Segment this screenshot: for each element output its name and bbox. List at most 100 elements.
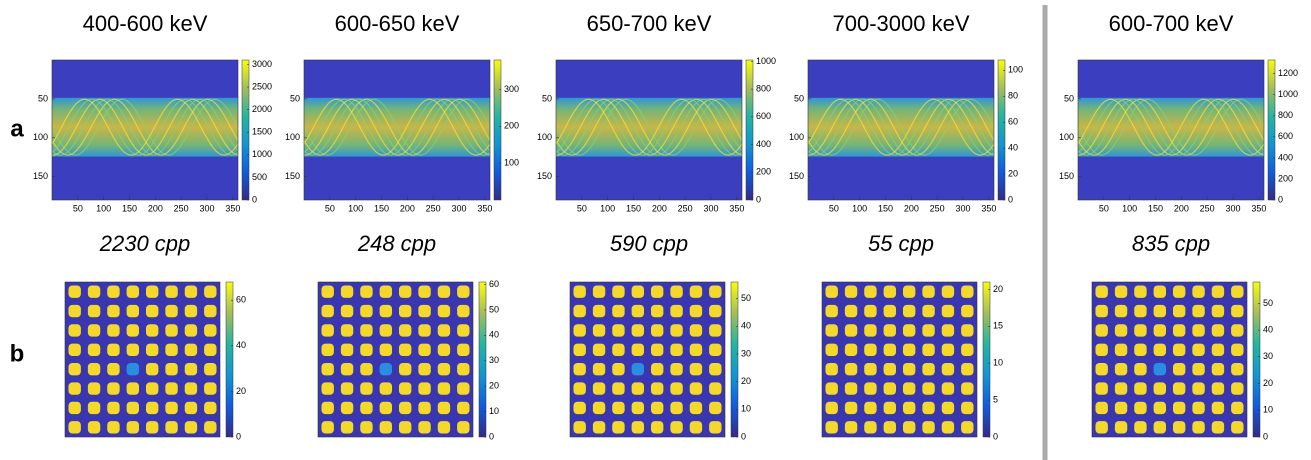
image-spot (340, 401, 354, 415)
image-spot (126, 382, 140, 395)
image-spot (902, 304, 916, 318)
colorbar-tick-label: 10 (1263, 405, 1273, 415)
x-tick-label: 50 (325, 203, 335, 213)
image-spot (107, 304, 120, 318)
image-spot (398, 401, 412, 415)
image-spot (107, 421, 120, 434)
image-spot (398, 285, 412, 298)
image-frame (569, 281, 726, 438)
x-tick-label: 250 (930, 203, 945, 213)
colorbar-tick-label: 200 (1278, 173, 1293, 183)
image-spot (321, 421, 334, 434)
colorbar-tick-label: 0 (993, 431, 998, 441)
image-spot (418, 382, 431, 395)
image-spot (689, 324, 703, 337)
image-spot (883, 401, 897, 415)
image-spot (612, 304, 625, 318)
colorbar-tick-label: 500 (252, 172, 267, 182)
sinogram-trace (1077, 98, 1265, 156)
image-spot (902, 382, 916, 395)
image-spot (631, 401, 645, 415)
image-spot (922, 324, 935, 337)
colorbar-tick-label: 1000 (1278, 89, 1298, 99)
image-spot (204, 382, 217, 395)
image-spot (418, 324, 431, 337)
image-spot (612, 324, 625, 337)
image-frame (317, 281, 474, 438)
image-spot (1231, 343, 1244, 357)
image-spot (340, 324, 354, 337)
sinogram-trace (555, 98, 743, 156)
image-spot (670, 421, 683, 434)
image-spot (1114, 421, 1128, 434)
image-spot (1153, 324, 1167, 337)
image-spot (418, 343, 431, 357)
image-spot (592, 362, 606, 376)
image-background (318, 282, 473, 437)
image-spot (1153, 285, 1167, 298)
image-spot (1231, 304, 1244, 318)
image-spot (864, 304, 877, 318)
image-spot (864, 382, 877, 395)
image-spot (107, 343, 120, 357)
image-spot (165, 362, 178, 376)
sinogram-trace (1077, 98, 1265, 156)
image-spot (379, 382, 393, 395)
image-spot (340, 382, 354, 395)
image-spot (573, 362, 586, 376)
image-spot (1172, 304, 1186, 318)
image-spot (418, 421, 431, 434)
x-tick-label: 200 (148, 203, 163, 213)
image-spot (1153, 343, 1167, 357)
image-spot (612, 382, 625, 395)
image-spot (379, 285, 393, 298)
image-spot (184, 285, 198, 298)
image-spot (340, 362, 354, 376)
count-label: 248 cpp (357, 231, 436, 256)
x-tick-label: 200 (904, 203, 919, 213)
colorbar-tick-label: 60 (1008, 117, 1018, 127)
image-spot (825, 401, 838, 415)
y-tick-label: 100 (1059, 132, 1074, 142)
colorbar-tick-label: 40 (236, 340, 246, 350)
image-spot (670, 401, 683, 415)
x-tick-label: 300 (451, 203, 466, 213)
image-spot (922, 382, 935, 395)
colorbar-tick-label: 0 (489, 431, 494, 441)
image-spot (689, 362, 703, 376)
image-spot (902, 324, 916, 337)
image-spot (126, 324, 140, 337)
colorbar-tick-label: 5 (993, 394, 998, 404)
image-spot (825, 324, 838, 337)
image-spot (360, 304, 373, 318)
image-spot (379, 304, 393, 318)
sinogram (807, 60, 995, 200)
image-spot (612, 285, 625, 298)
image-spot (883, 324, 897, 337)
image-spot (592, 304, 606, 318)
colorbar-tick-label: 20 (236, 386, 246, 396)
image-spot (204, 343, 217, 357)
colorbar-tick-label: 600 (1278, 131, 1293, 141)
image-spot (631, 304, 645, 318)
image-spot (1231, 324, 1244, 337)
x-tick-label: 100 (348, 203, 363, 213)
y-tick-label: 100 (285, 132, 300, 142)
image-background (1092, 282, 1247, 437)
image-spot (922, 362, 935, 376)
image-spot (379, 343, 393, 357)
image-spot (631, 285, 645, 298)
y-tick-label: 50 (794, 93, 804, 103)
image-spot (68, 285, 81, 298)
image-spot (340, 343, 354, 357)
image-spot (941, 382, 955, 395)
image-spot (1095, 343, 1108, 357)
image-spot (1095, 304, 1108, 318)
image-spot (418, 362, 431, 376)
image-spot (107, 285, 120, 298)
sinogram-trace (1077, 98, 1265, 156)
image-spot (1134, 285, 1147, 298)
image-spot (961, 285, 974, 298)
x-tick-label: 250 (678, 203, 693, 213)
colorbar (493, 59, 502, 201)
